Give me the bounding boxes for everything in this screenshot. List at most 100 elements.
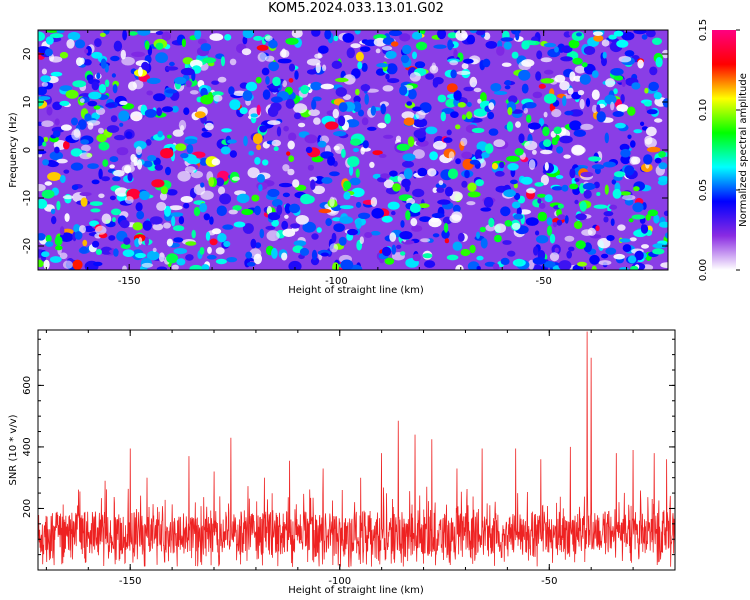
heatmap-cell <box>395 135 402 142</box>
heatmap-cell <box>557 214 566 221</box>
heatmap-cell <box>631 82 641 90</box>
heatmap-cell <box>98 193 105 199</box>
heatmap-cell <box>347 228 358 236</box>
heatmap-cell <box>67 31 81 41</box>
heatmap-cell <box>574 199 579 205</box>
heatmap-cell <box>181 38 186 48</box>
heatmap-cell <box>491 162 499 170</box>
heatmap-cell <box>338 115 346 127</box>
heatmap-cell <box>63 169 70 174</box>
heatmap-cell <box>641 244 649 249</box>
heatmap-cell <box>242 223 254 234</box>
heatmap-cell <box>610 68 624 76</box>
heatmap-cell <box>287 168 295 176</box>
heatmap-cell <box>54 236 63 246</box>
heatmap-cell <box>130 111 143 122</box>
heatmap-cell <box>98 168 103 180</box>
heatmap-cell <box>286 151 291 156</box>
heatmap-cell <box>447 32 458 39</box>
heatmap-cell <box>173 248 188 255</box>
heatmap-cell <box>482 58 491 68</box>
heatmap-cell <box>127 172 133 182</box>
heatmap-cell <box>324 30 332 40</box>
heatmap-cell <box>304 134 318 144</box>
heatmap-cell <box>98 83 106 94</box>
heatmap-cell <box>532 91 543 99</box>
heatmap-cell <box>521 40 530 50</box>
heatmap-cell <box>79 192 92 197</box>
heatmap-cell <box>271 139 281 147</box>
heatmap-cell <box>606 235 615 241</box>
heatmap-cell <box>437 199 451 205</box>
heatmap-cell <box>528 259 535 270</box>
heatmap-cell <box>658 151 666 158</box>
heatmap-cell <box>253 35 263 41</box>
heatmap-cell <box>437 94 447 103</box>
heatmap-cell <box>285 37 299 45</box>
heatmap-cell <box>340 259 354 270</box>
heatmap-cell <box>312 185 326 195</box>
heatmap-cell <box>358 212 371 219</box>
heatmap-cell <box>42 141 47 147</box>
heatmap-cell <box>113 134 126 141</box>
heatmap-cell <box>601 253 609 259</box>
heatmap-cell <box>82 239 88 247</box>
heatmap-cell <box>144 40 150 51</box>
heatmap-cell <box>591 89 600 101</box>
heatmap-cell <box>51 216 57 225</box>
heatmap-cell <box>556 219 563 226</box>
heatmap-cell <box>155 31 164 35</box>
heatmap-cell <box>560 45 573 53</box>
heatmap-cell <box>242 36 248 45</box>
heatmap-cell <box>122 249 135 257</box>
heatmap-cell <box>654 157 662 164</box>
heatmap-cell <box>595 225 600 232</box>
heatmap-cell <box>265 76 270 85</box>
heatmap-cell <box>40 75 51 83</box>
heatmap-cell <box>554 46 559 53</box>
heatmap-cell <box>537 211 547 222</box>
heatmap-cell <box>338 102 348 113</box>
heatmap-cell <box>72 80 87 88</box>
heatmap-cell <box>359 236 364 244</box>
heatmap-cell <box>369 161 375 168</box>
heatmap-cell <box>41 82 49 87</box>
heatmap-cell <box>161 31 172 41</box>
heatmap-cell <box>640 121 645 127</box>
heatmap-cell <box>420 238 431 243</box>
heatmap-cell <box>142 220 152 231</box>
heatmap-cell <box>551 186 564 191</box>
heatmap-cell <box>166 134 172 139</box>
heatmap-cell <box>166 253 179 264</box>
heatmap-cell <box>138 66 143 77</box>
heatmap-cell <box>130 154 136 162</box>
heatmap-cell <box>259 228 265 239</box>
heatmap-cell <box>603 211 614 217</box>
heatmap-cell <box>38 233 46 241</box>
heatmap-cell <box>38 86 47 96</box>
heatmap-cell <box>145 139 152 146</box>
heatmap-cell <box>610 101 615 111</box>
heatmap-cell <box>605 247 617 255</box>
heatmap-x-axis-label: Height of straight line (km) <box>288 285 424 296</box>
heatmap-cell <box>649 66 658 76</box>
heatmap-cell <box>424 260 436 268</box>
heatmap-cell <box>350 43 361 49</box>
heatmap-cell <box>43 259 50 270</box>
heatmap-cell <box>355 88 360 96</box>
heatmap-cell <box>542 126 550 137</box>
heatmap-cell <box>190 170 203 179</box>
heatmap-cell <box>124 196 134 204</box>
heatmap-cell <box>469 30 478 34</box>
heatmap-cell <box>496 46 505 56</box>
heatmap-cell <box>561 184 569 192</box>
heatmap-cell <box>355 168 360 178</box>
heatmap-cell <box>254 157 261 165</box>
heatmap-cell <box>568 39 580 49</box>
heatmap-cell <box>91 81 100 91</box>
heatmap-cell <box>641 34 648 40</box>
heatmap-cell <box>385 50 397 59</box>
heatmap-cell <box>577 261 587 267</box>
heatmap-cell <box>540 78 555 84</box>
heatmap-cell <box>633 129 643 134</box>
